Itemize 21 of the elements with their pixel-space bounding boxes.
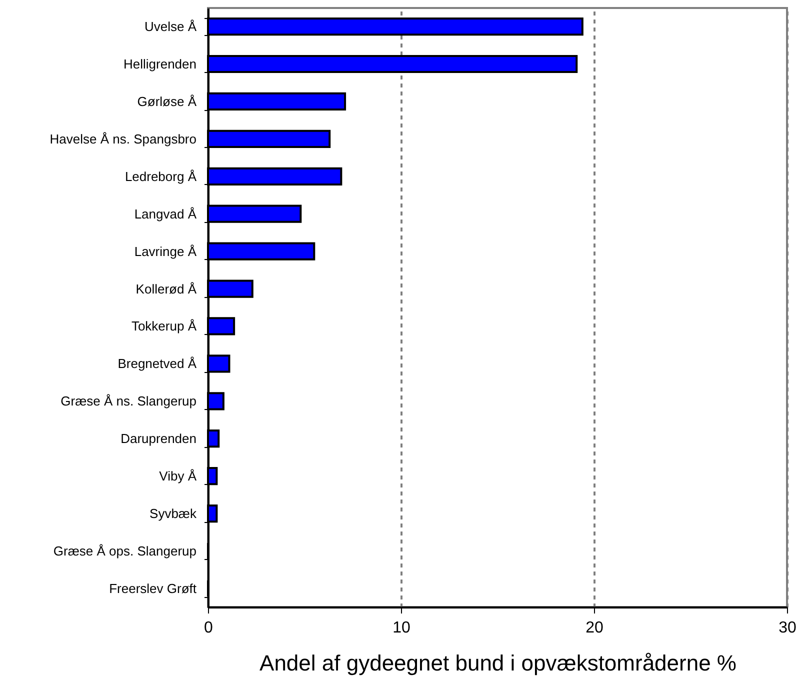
y-tick-label: Tokkerup Å — [131, 318, 197, 334]
y-tick-label: Langvad Å — [134, 206, 197, 222]
x-tick-label: 10 — [392, 620, 410, 636]
y-tick-label: Freerslev Grøft — [109, 580, 197, 596]
y-tick-label: Ledreborg Å — [124, 168, 197, 184]
y-tick-label: Havelse Å ns. Spangsbro — [50, 131, 196, 146]
x-tick-label: 0 — [204, 620, 214, 636]
y-tick-label: Græse Å ns. Slangerup — [60, 394, 196, 409]
y-tick-label: Daruprenden — [120, 431, 196, 446]
y-tick-label: Uvelse Å — [144, 19, 197, 34]
x-tick-label: 20 — [586, 620, 604, 636]
y-tick-label: Lavringe Å — [134, 244, 197, 259]
y-tick-label: Helligrenden — [124, 56, 196, 72]
y-tick-label: Viby Å — [159, 468, 197, 484]
y-tick-label: Græse Å ops. Slangerup — [53, 543, 196, 558]
y-tick-label: Gørløse Å — [137, 94, 197, 109]
y-tick-label: Syvbæk — [150, 506, 197, 522]
x-tick-label: 30 — [778, 620, 796, 636]
x-axis-title: Andel af gydeegnet bund i opvækstområderne % — [260, 650, 736, 676]
y-tick-label: Bregnetved Å — [118, 356, 197, 372]
y-tick-label: Kollerød Å — [136, 281, 197, 296]
